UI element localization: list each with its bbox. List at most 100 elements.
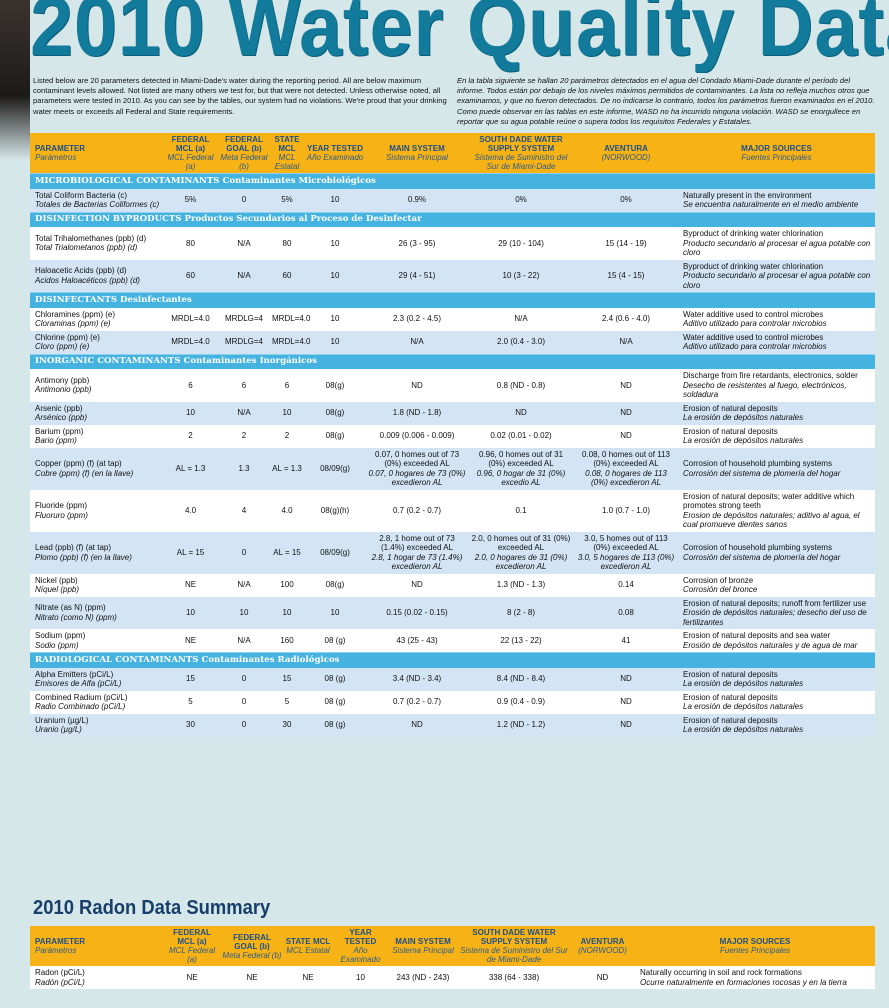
parameter-name-es: Uranio (µg/L) (35, 725, 82, 734)
column-header-en: FEDERAL GOAL (b) (233, 932, 271, 951)
parameter-name: Copper (ppm) (f) (at tap) (35, 459, 122, 468)
goal-cell: N/A (218, 227, 270, 260)
source-es: Erosión de depósitos naturales y de agua… (683, 640, 858, 650)
year-value: 10 (330, 195, 340, 205)
state-value: MRDL=4.0 (272, 314, 311, 324)
aventura-value: 0.08, 0 homes out of 113 (0%) exceeded A… (582, 449, 670, 469)
column-header-es: Parámetros (35, 153, 77, 162)
south-value: 0.9 (0.4 - 0.9) (496, 697, 546, 707)
mcl-value: NE (186, 972, 198, 982)
main-value: 0.9% (407, 195, 427, 205)
goal-cell: MRDLG=4 (218, 330, 270, 354)
main-value: 243 (ND - 243) (396, 972, 450, 982)
main-value: 26 (3 - 95) (398, 238, 436, 248)
mcl-value: MRDL=4.0 (171, 314, 210, 324)
goal-cell: NE (221, 966, 283, 989)
parameter-name-es: Radón (pCi/L) (35, 977, 85, 987)
column-header: SOUTH DADE WATER SUPPLY SYSTEM Sistema de… (458, 926, 570, 966)
south-cell: 22 (13 - 22) (468, 629, 574, 653)
goal-cell: N/A (218, 259, 270, 293)
aventura-cell: ND (574, 690, 678, 714)
goal-value: 1.3 (238, 463, 250, 473)
goal-value: N/A (237, 580, 251, 590)
column-header-en: MAJOR SOURCES (741, 144, 812, 153)
column-header-en: SOUTH DADE WATER SUPPLY SYSTEM (479, 135, 563, 153)
aventura-value: ND (620, 674, 632, 684)
source-en: Corrosion of household plumbing systems (683, 459, 832, 468)
mcl-value: 2 (188, 431, 193, 441)
parameter-name: Barium (ppm) (35, 426, 84, 436)
state-cell: 4.0 (270, 489, 304, 532)
section-header: INORGANIC CONTAMINANTS Contaminantes Ino… (30, 353, 875, 369)
south-value: 0.02 (0.01 - 0.02) (490, 431, 552, 441)
main-cell: 2.3 (0.2 - 4.5) (366, 307, 468, 331)
parameter-name: Total Coliform Bacteria (c) (35, 190, 128, 200)
south-cell: 0.96, 0 homes out of 31 (0%) exceeded AL… (468, 447, 574, 490)
aventura-value: ND (620, 408, 632, 418)
state-value: 5 (284, 697, 290, 707)
table-row: Arsenic (ppb) Arsénico (ppb) 10 N/A 10 08(g) 1… (30, 401, 875, 425)
state-value: 30 (282, 720, 292, 730)
state-cell: AL = 15 (270, 531, 304, 574)
main-cell: ND (366, 573, 468, 597)
parameter-cell: Alpha Emitters (pCi/L) Emisores de Alfa (… (30, 667, 163, 691)
table-row: Nickel (ppb) Níquel (ppb) NE N/A 100 08(g) ND 1… (30, 573, 875, 597)
parameter-name-es: Bario (ppm) (35, 436, 77, 445)
mcl-value: NE (184, 635, 197, 645)
column-header-es: (NORWOOD) (578, 946, 627, 955)
source-en: Erosion of natural deposits (683, 403, 778, 413)
aventura-value: 41 (621, 635, 631, 645)
section-header: DISINFECTION BYPRODUCTS Productos Secund… (30, 211, 875, 227)
year-cell: 08(g) (304, 573, 366, 597)
table-row: Antimony (ppb) Antimonio (ppb) 6 6 6 08(g) ND 0… (30, 369, 875, 402)
source-es: La erosión de depósitos naturales (683, 679, 804, 688)
aventura-cell: ND (574, 667, 678, 691)
aventura-cell: 0.14 (574, 573, 678, 597)
radon-title: 2010 Radon Data Summary (33, 897, 271, 919)
south-value: 2.0, 0 homes out of 31 (0%) exceeded AL (471, 533, 571, 553)
goal-value: 0 (241, 195, 247, 205)
year-value: 10 (330, 271, 340, 280)
aventura-value-es: 0.08, 0 hogares de 113 (0%) excedieron A… (585, 468, 667, 488)
parameter-name-es: Sodio (ppm) (35, 640, 79, 650)
south-value: 8 (2 - 8) (506, 608, 535, 617)
main-value: 1.8 (ND - 1.8) (392, 408, 442, 418)
column-header: STATE MCL MCL Estatal (270, 133, 304, 174)
source-es: La erosión de depósitos naturales (683, 413, 804, 422)
source-cell: Discharge from fire retardants, electron… (678, 369, 875, 402)
aventura-cell: ND (574, 713, 678, 737)
aventura-value: 0.08 (618, 608, 634, 617)
table-row: Haloacetic Acids (ppb) (d) Acidos Haloacé… (30, 259, 875, 293)
aventura-cell: 1.0 (0.7 - 1.0) (574, 489, 678, 532)
parameter-name: Combined Radium (pCi/L) (35, 692, 128, 702)
column-header-es: Sistema de Suministro del Sur de Miami-D… (460, 946, 568, 964)
mcl-value: MRDL=4.0 (171, 337, 210, 347)
mcl-cell: 10 (163, 596, 218, 629)
main-value: 0.7 (0.2 - 0.7) (392, 697, 442, 707)
parameter-name: Arsenic (ppb) (35, 403, 83, 413)
year-value: 08/09(g) (320, 463, 350, 473)
parameter-name: Total Trihalomethanes (ppb) (d) (35, 233, 147, 243)
radon-header-row: PARAMETER Parámetros FEDERAL MCL (a) MCL Fe… (30, 926, 875, 966)
source-en: Naturally occurring in soil and rock for… (640, 968, 802, 977)
south-cell: 8.4 (ND - 8.4) (468, 667, 574, 691)
year-cell: 08(g) (304, 424, 366, 448)
column-header: AVENTURA (NORWOOD) (574, 133, 678, 174)
parameter-cell: Total Coliform Bacteria (c) Totales de Ba… (30, 188, 163, 212)
mcl-value: 80 (186, 238, 195, 248)
parameter-cell: Haloacetic Acids (ppb) (d) Acidos Haloacé… (30, 259, 163, 293)
south-cell: 0% (468, 188, 574, 212)
state-value: 100 (280, 580, 294, 590)
year-value: 08(g) (325, 431, 345, 441)
main-value: 0.07, 0 homes out of 73 (0%) exceeded AL (374, 449, 460, 469)
source-cell: Erosion of natural deposits La erosión de… (678, 667, 875, 691)
section-title: DISINFECTION BYPRODUCTS (35, 214, 182, 224)
south-value: 2.0 (0.4 - 3.0) (496, 337, 546, 347)
main-cell: 0.07, 0 homes out of 73 (0%) exceeded AL… (366, 447, 468, 490)
state-cell: NE (283, 966, 333, 989)
goal-value: 10 (239, 608, 249, 617)
goal-value: 0 (241, 720, 247, 730)
parameter-name-es: Fluoruro (ppm) (35, 510, 88, 520)
state-value: 5% (281, 195, 293, 205)
main-value-es: 0.07, 0 hogares de 73 (0%) excedieron AL (368, 468, 466, 488)
